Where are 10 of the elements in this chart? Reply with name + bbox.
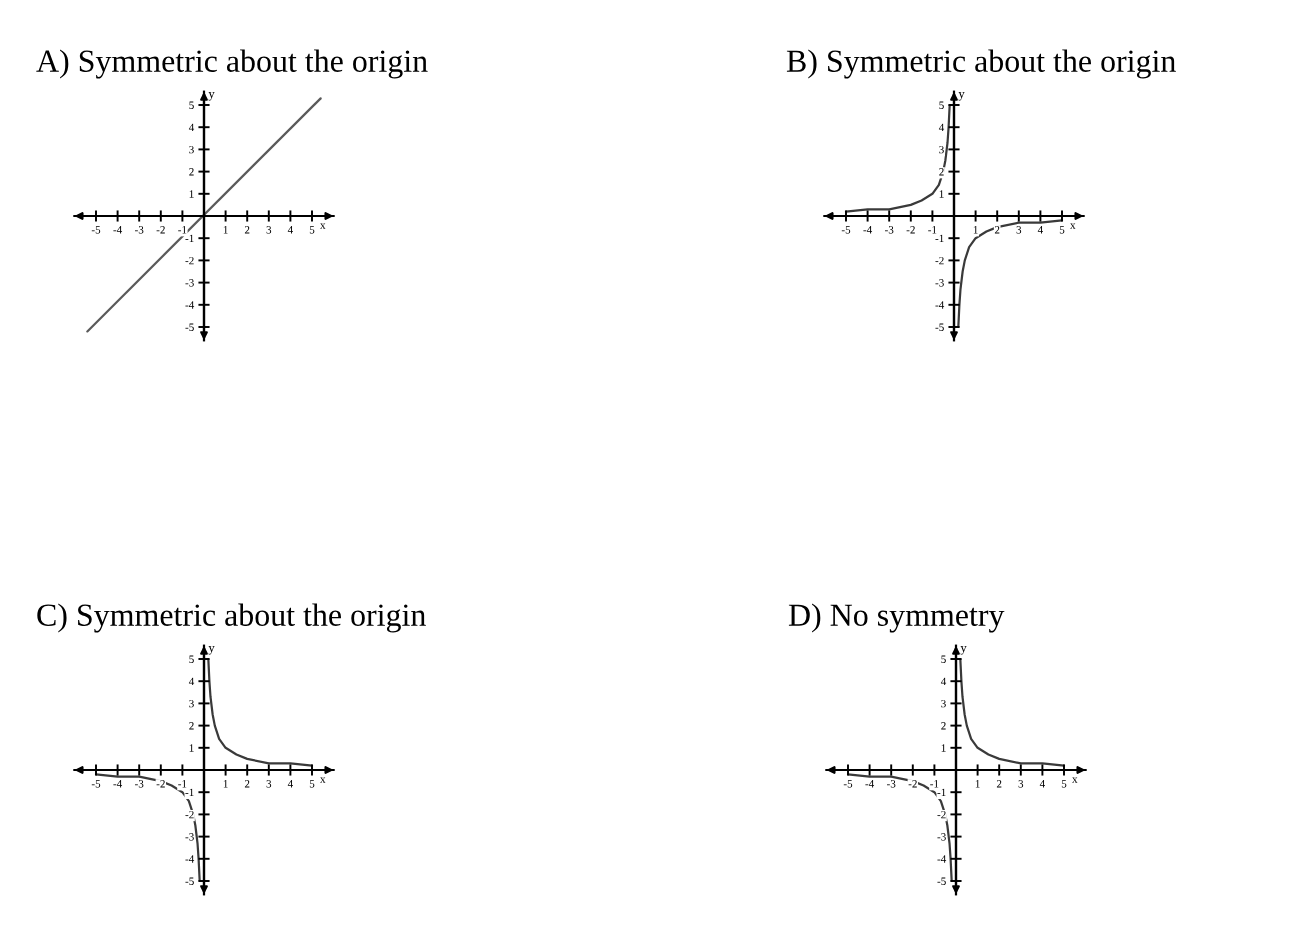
line-series <box>844 103 951 213</box>
chart-title: D) No symmetry <box>788 603 1005 633</box>
line-series <box>207 657 314 767</box>
chart-title: C) Symmetric about the origin <box>37 603 426 633</box>
line-series <box>957 219 1064 329</box>
line-series <box>959 657 1066 767</box>
chart-title: A) Symmetric about the origin <box>36 49 428 79</box>
line-series <box>846 773 953 883</box>
chart-title: B) Symmetric about the origin <box>786 49 1176 79</box>
line-series <box>94 773 201 883</box>
